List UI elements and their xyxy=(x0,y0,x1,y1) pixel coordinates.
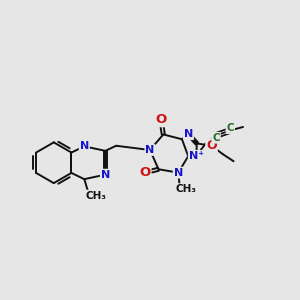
Text: O: O xyxy=(139,166,151,179)
Text: N: N xyxy=(146,145,154,155)
Text: N: N xyxy=(174,168,183,178)
Text: N: N xyxy=(80,141,89,151)
Text: O: O xyxy=(155,113,167,126)
Text: C: C xyxy=(226,123,234,133)
Text: C: C xyxy=(212,133,220,143)
Text: CH₃: CH₃ xyxy=(176,184,197,194)
Text: CH₃: CH₃ xyxy=(85,190,106,201)
Text: N: N xyxy=(101,169,110,180)
Text: N⁺: N⁺ xyxy=(189,151,204,161)
Text: N: N xyxy=(184,129,193,139)
Text: O: O xyxy=(206,139,217,152)
